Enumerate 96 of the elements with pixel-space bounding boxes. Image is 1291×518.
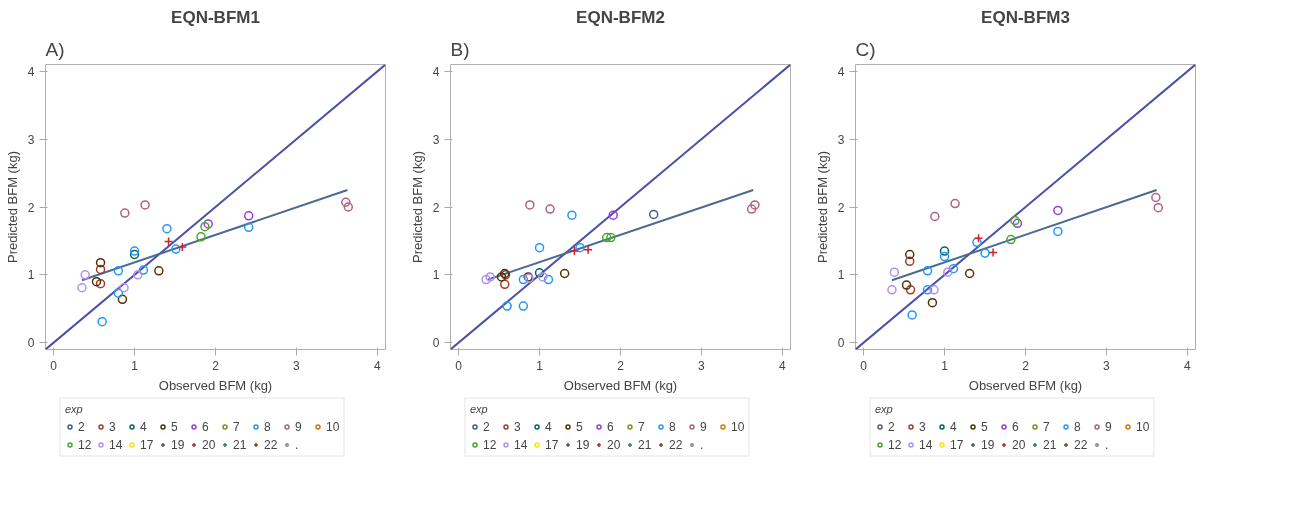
y-tick-label: 3 [837,132,845,147]
legend-label: 22 [263,437,278,452]
legend-label: 8 [263,419,272,434]
text: B) [450,38,470,60]
text: A) [45,38,65,60]
y-axis-title: Predicted BFM (kg) [814,151,830,263]
legend-label: 4 [949,419,958,434]
legend-label: 14 [513,437,528,452]
legend-label: 8 [1073,419,1082,434]
legend-label: 12 [77,437,92,452]
legend-label: 6 [201,419,210,434]
y-tick-label: 3 [27,132,35,147]
x-tick-label: 1 [536,358,544,373]
legend-label: 14 [108,437,123,452]
legend-label: 10 [325,419,340,434]
y-tick-label: 4 [27,64,35,79]
legend-label: 12 [887,437,902,452]
legend-label: 2 [482,419,491,434]
legend-label: 10 [730,419,745,434]
x-tick-label: 2 [1022,358,1030,373]
y-tick-label: 0 [27,336,35,351]
x-tick-label: 1 [131,358,139,373]
legend-label: 4 [139,419,148,434]
x-axis-title: Observed BFM (kg) [968,377,1083,393]
legend-title: exp [469,402,489,415]
y-axis-title: Predicted BFM (kg) [4,151,20,263]
legend-label: 5 [980,419,989,434]
legend-label: 17 [544,437,559,452]
y-tick-label: 0 [432,336,440,351]
x-axis-title: Observed BFM (kg) [158,377,273,393]
x-tick-label: 4 [374,358,382,373]
x-tick-label: 3 [293,358,301,373]
legend-label: 3 [108,419,117,434]
legend-label: . [294,437,300,452]
text: C) [855,38,876,60]
x-tick-label: 0 [860,358,868,373]
legend-label: 7 [637,419,646,434]
y-axis-title: Predicted BFM (kg) [409,151,425,263]
legend-label: . [699,437,705,452]
legend-label: 9 [1104,419,1113,434]
legend-label: 6 [606,419,615,434]
legend-label: 7 [232,419,241,434]
x-tick-label: 1 [941,358,949,373]
legend-label: 19 [980,437,995,452]
legend-label: 20 [201,437,216,452]
x-tick-label: 3 [1103,358,1111,373]
chart-title: EQN-BFM2 [576,7,665,27]
legend-label: 7 [1042,419,1051,434]
y-tick-label: 4 [432,64,440,79]
y-tick-label: 2 [837,200,845,215]
x-tick-label: 4 [1184,358,1192,373]
legend-label: 10 [1135,419,1150,434]
legend-title: exp [874,402,894,415]
chart-title: EQN-BFM1 [171,7,260,27]
y-tick-label: 3 [432,132,440,147]
chart-title: EQN-BFM3 [981,7,1070,27]
y-tick-label: 2 [432,200,440,215]
legend-label: 21 [232,437,247,452]
x-tick-label: 3 [698,358,706,373]
legend-label: 20 [1011,437,1026,452]
legend-label: 17 [949,437,964,452]
y-tick-label: 4 [837,64,845,79]
legend-label: 9 [699,419,708,434]
y-tick-label: 2 [27,200,35,215]
legend-label: 9 [294,419,303,434]
x-tick-label: 2 [617,358,625,373]
legend-label: 6 [1011,419,1020,434]
x-tick-label: 0 [455,358,463,373]
x-tick-label: 0 [50,358,58,373]
legend-label: 22 [668,437,683,452]
legend-label: 22 [1073,437,1088,452]
legend-title: exp [64,402,84,415]
legend-label: 3 [513,419,522,434]
legend-label: 19 [170,437,185,452]
legend-label: 20 [606,437,621,452]
legend-label: 3 [918,419,927,434]
legend-label: 4 [544,419,553,434]
legend-label: 14 [918,437,933,452]
y-tick-label: 1 [837,268,845,283]
legend-label: 2 [77,419,86,434]
y-tick-label: 0 [837,336,845,351]
legend-label: 21 [1042,437,1057,452]
legend-label: . [1104,437,1110,452]
legend-label: 19 [575,437,590,452]
x-tick-label: 4 [779,358,787,373]
x-tick-label: 2 [212,358,220,373]
y-tick-label: 1 [432,268,440,283]
legend-label: 21 [637,437,652,452]
legend-label: 5 [575,419,584,434]
legend-label: 17 [139,437,154,452]
legend-label: 2 [887,419,896,434]
legend-label: 8 [668,419,677,434]
x-axis-title: Observed BFM (kg) [563,377,678,393]
y-tick-label: 1 [27,268,35,283]
legend-label: 12 [482,437,497,452]
legend-label: 5 [170,419,179,434]
